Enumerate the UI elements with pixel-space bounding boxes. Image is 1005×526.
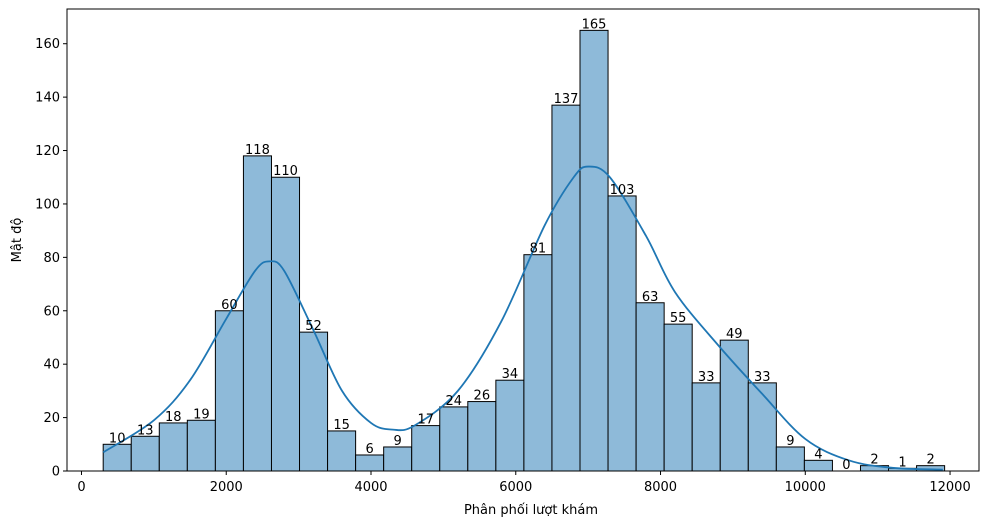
x-tick-label: 10000 — [785, 480, 826, 495]
x-tick-label: 0 — [77, 480, 85, 495]
x-tick-label: 12000 — [929, 480, 970, 495]
y-tick-label: 0 — [52, 465, 60, 480]
y-tick-label: 80 — [43, 251, 60, 266]
bar-value-label: 0 — [842, 458, 850, 473]
y-tick-label: 160 — [35, 37, 60, 52]
y-tick-label: 20 — [43, 411, 60, 426]
histogram-bar — [214, 310, 244, 472]
histogram-bar — [579, 29, 609, 472]
bar-value-label: 137 — [554, 92, 579, 107]
bar-value-label: 2 — [870, 453, 878, 468]
histogram-bar — [495, 379, 525, 472]
x-tick-label: 2000 — [210, 480, 243, 495]
bar-value-label: 10 — [109, 431, 126, 446]
bar-value-label: 13 — [137, 423, 154, 438]
bar-value-label: 165 — [582, 17, 607, 32]
histogram-bar — [383, 446, 413, 472]
bar-value-label: 6 — [365, 442, 373, 457]
y-tick-label: 120 — [35, 144, 60, 159]
bar-value-label: 26 — [474, 389, 491, 404]
histogram-bar — [691, 382, 721, 472]
bar-value-label: 9 — [394, 434, 402, 449]
bar-value-label: 49 — [726, 327, 743, 342]
bar-value-label: 18 — [165, 410, 182, 425]
histogram-bar — [551, 104, 581, 472]
histogram-bar — [411, 425, 441, 472]
kde-density-curve — [102, 165, 943, 471]
bar-value-label: 63 — [642, 290, 659, 305]
x-tick-label: 6000 — [499, 480, 532, 495]
histogram-bar — [158, 422, 188, 472]
bar-value-label: 15 — [333, 418, 350, 433]
histogram-bar — [775, 446, 805, 472]
histogram-bar — [467, 401, 497, 472]
histogram-bar — [635, 302, 665, 472]
bar-value-label: 34 — [502, 367, 519, 382]
histogram-bar — [130, 435, 160, 472]
bar-value-label: 19 — [193, 407, 210, 422]
histogram-bar — [102, 443, 132, 472]
plot-area-frame — [66, 8, 980, 472]
y-tick-label: 140 — [35, 91, 60, 106]
y-tick-label: 100 — [35, 197, 60, 212]
bar-value-label: 2 — [926, 453, 934, 468]
histogram-bar — [327, 430, 357, 472]
histogram-bar — [523, 254, 553, 472]
x-tick-label: 4000 — [354, 480, 387, 495]
histogram-bar — [270, 176, 301, 472]
histogram-bar — [186, 419, 216, 472]
bar-value-label: 81 — [530, 242, 547, 257]
histogram-bar — [607, 195, 637, 472]
bar-value-label: 55 — [670, 311, 687, 326]
y-axis-label: Mật độ — [10, 218, 25, 263]
bar-value-label: 1 — [898, 455, 906, 470]
histogram-bar — [747, 382, 777, 472]
bar-value-label: 33 — [754, 370, 771, 385]
bar-value-label: 24 — [446, 394, 463, 409]
bar-value-label: 52 — [305, 319, 322, 334]
histogram-bar — [439, 406, 469, 472]
bar-value-label: 103 — [610, 183, 635, 198]
y-axis: 0 20 40 60 80 100 120 140 160 — [35, 37, 67, 480]
x-tick-label: 8000 — [644, 480, 677, 495]
histogram-bar — [299, 331, 329, 472]
bar-value-label: 9 — [786, 434, 794, 449]
histogram-bar — [719, 339, 749, 472]
bar-value-label: 17 — [417, 413, 434, 428]
y-tick-label: 60 — [43, 304, 60, 319]
histogram-bar — [663, 323, 693, 472]
y-tick-label: 40 — [43, 358, 60, 373]
bar-value-label: 110 — [273, 164, 298, 179]
x-axis-label: Phân phối lượt khám — [464, 503, 598, 518]
histogram-bar — [242, 155, 272, 472]
bars-layer — [102, 29, 946, 472]
x-axis: 0 2000 4000 6000 8000 10000 12000 — [77, 471, 971, 495]
histogram-bar — [355, 454, 385, 472]
bar-value-label: 118 — [245, 143, 270, 158]
bar-value-label: 4 — [814, 447, 822, 462]
bar-value-label: 33 — [698, 370, 715, 385]
bar-value-label: 60 — [221, 298, 238, 313]
